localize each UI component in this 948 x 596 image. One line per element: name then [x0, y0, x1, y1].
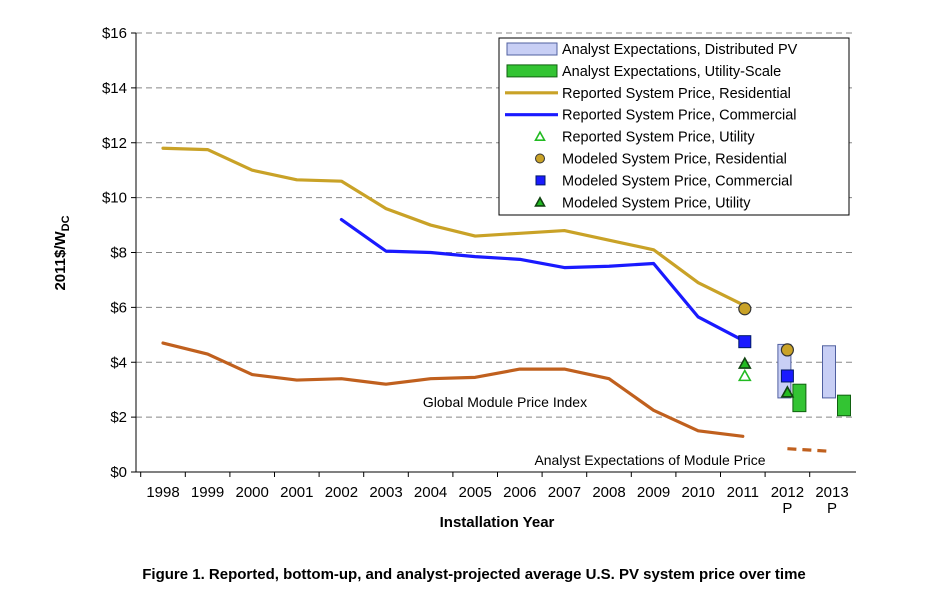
x-tick-label: 2000 — [236, 484, 269, 501]
legend-modeled-system-price-commercial-label: Modeled System Price, Commercial — [562, 173, 792, 189]
x-tick-label: 2004 — [414, 484, 447, 501]
y-tick-label: $10 — [102, 190, 127, 207]
x-tick-label: 2006 — [503, 484, 536, 501]
annotation-global-module-price-index: Global Module Price Index — [423, 394, 587, 410]
legend-analyst-expectations-distributed-pv-swatch — [506, 42, 558, 56]
x-tick-label: 2008 — [592, 484, 625, 501]
x-tick-label: 2012 — [771, 484, 804, 501]
series-lines — [161, 146, 833, 454]
legend-analyst-expectations-distributed-pv-label: Analyst Expectations, Distributed PV — [562, 42, 798, 58]
annotation-analyst-module-price: Analyst Expectations of Module Price — [534, 452, 765, 468]
x-axis-title: Installation Year — [440, 514, 555, 531]
x-tick-label: 2003 — [369, 484, 402, 501]
y-axis-title-sub: DC — [60, 215, 72, 231]
y-tick-label: $0 — [110, 464, 127, 481]
y-tick-label: $6 — [110, 299, 127, 316]
x-tick-labels: 1998 1999 2000 2001 2002 2003 2004 2005 2006 2007… — [146, 484, 848, 517]
legend-reported-system-price-commercial-label: Reported System Price, Commercial — [562, 108, 797, 124]
analyst-expectations-distributed-pv-box — [822, 345, 836, 399]
x-tick-label: 2001 — [280, 484, 313, 501]
legend-modeled-system-price-commercial-swatch — [535, 175, 546, 186]
figure-caption: Figure 1. Reported, bottom-up, and analy… — [142, 566, 806, 583]
reported-system-price-utility-point — [737, 368, 752, 382]
modeled-system-price-residential-point — [780, 343, 795, 357]
y-tick-label: $4 — [110, 354, 127, 371]
analyst-expectations-utility-scale-box — [837, 394, 851, 417]
y-tick-label: $12 — [102, 135, 127, 152]
legend-modeled-system-price-utility-swatch — [534, 196, 546, 207]
x-tick-label: 2009 — [637, 484, 670, 501]
y-axis-title: 2011$/WDC — [52, 215, 72, 290]
x-tick-label: 2007 — [548, 484, 581, 501]
y-axis-title-main: 2011$/W — [52, 231, 69, 291]
legend: Analyst Expectations, Distributed PV Anal… — [498, 37, 850, 216]
legend-modeled-system-price-utility-label: Modeled System Price, Utility — [562, 195, 751, 211]
projection-label: P — [827, 500, 837, 517]
y-tick-label: $14 — [102, 80, 127, 97]
legend-analyst-expectations-utility-scale-swatch — [506, 64, 558, 78]
analyst-expectations-of-module-price-line — [787, 447, 833, 454]
x-tick-label: 1999 — [191, 484, 224, 501]
pv-price-chart: $0 $2 $4 $6 $8 $10 $12 $14 $16 1998 1999 2000 2001 2… — [52, 25, 856, 531]
y-tick-label: $2 — [110, 409, 127, 426]
legend-reported-system-price-utility-swatch — [534, 130, 546, 141]
legend-reported-system-price-utility-label: Reported System Price, Utility — [562, 130, 755, 146]
series-markers — [737, 302, 795, 398]
modeled-system-price-utility-point — [737, 356, 752, 369]
y-tick-labels: $0 $2 $4 $6 $8 $10 $12 $14 $16 — [102, 25, 127, 481]
legend-modeled-system-price-residential-swatch — [535, 153, 545, 164]
x-tick-label: 2010 — [682, 484, 715, 501]
x-tick-label: 2002 — [325, 484, 358, 501]
modeled-system-price-utility-point — [780, 385, 795, 398]
x-tick-label: 2011 — [727, 484, 759, 501]
legend-modeled-system-price-residential-label: Modeled System Price, Residential — [562, 152, 787, 168]
modeled-system-price-commercial-point — [780, 369, 794, 383]
x-tick-label: 2013 — [815, 484, 848, 501]
projection-label: P — [782, 500, 792, 517]
y-tick-label: $8 — [110, 245, 127, 262]
x-tick-label: 1998 — [146, 484, 179, 501]
x-tick-label: 2005 — [459, 484, 492, 501]
y-tick-label: $16 — [102, 25, 127, 42]
modeled-system-price-residential-point — [738, 302, 752, 316]
legend-analyst-expectations-utility-scale-label: Analyst Expectations, Utility-Scale — [562, 64, 781, 80]
modeled-system-price-commercial-point — [738, 335, 752, 349]
annotations: Global Module Price Index Analyst Expect… — [423, 394, 766, 468]
global-module-price-index-line — [161, 341, 745, 438]
reported-system-price-residential-line — [161, 146, 745, 307]
analyst-expectations-utility-scale-box — [792, 383, 807, 413]
legend-reported-system-price-residential-label: Reported System Price, Residential — [562, 86, 791, 102]
axes — [135, 33, 856, 473]
reported-system-price-commercial-line — [339, 217, 745, 342]
